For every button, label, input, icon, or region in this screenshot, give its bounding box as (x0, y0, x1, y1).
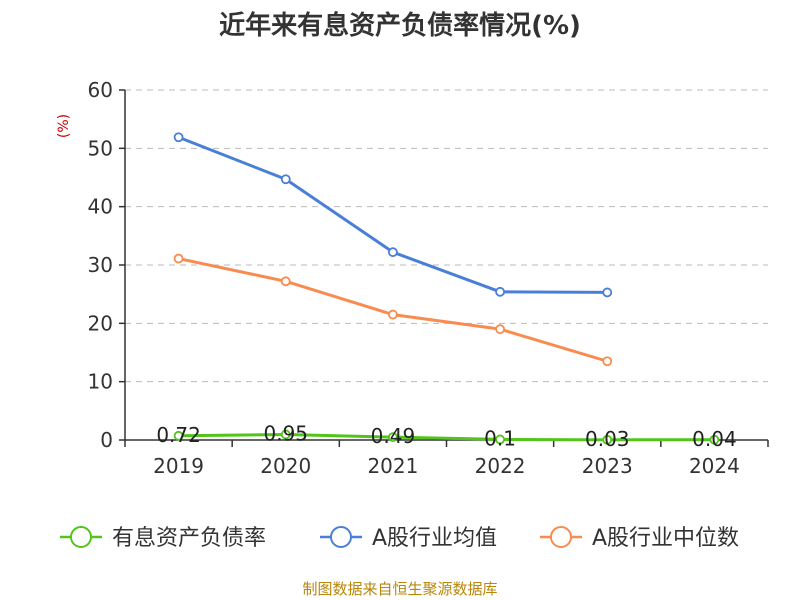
data-point (602, 356, 613, 367)
series-2 (173, 253, 613, 367)
grid-lines (125, 89, 768, 383)
source-note: 制图数据来自恒生聚源数据库 (302, 580, 497, 598)
data-label: 0.1 (484, 426, 516, 450)
y-tick-label: 40 (88, 195, 113, 219)
x-tick-label: 2020 (260, 454, 311, 478)
series-0: 0.72 0.95 0.49 0.1 0.03 0.04 (156, 421, 736, 450)
x-tick-label: 2019 (153, 454, 204, 478)
chart-title: 近年来有息资产负债率情况(%) (219, 10, 581, 41)
data-point (173, 132, 184, 143)
y-tick-label: 30 (88, 253, 113, 277)
y-tick-label: 20 (88, 311, 113, 335)
y-tick-label: 10 (88, 370, 113, 394)
legend: 有息资产负债率 A股行业均值 A股行业中位数 (60, 526, 739, 551)
series-line (178, 432, 715, 442)
x-tick-label: 2023 (582, 454, 633, 478)
legend-marker (70, 526, 92, 548)
y-tick-label: 60 (88, 78, 113, 102)
data-point (709, 434, 720, 445)
x-tick-label: 2021 (367, 454, 418, 478)
series-1 (173, 132, 613, 298)
data-point (280, 429, 291, 440)
legend-label: 有息资产负债率 (112, 526, 266, 551)
series-line (178, 135, 608, 294)
axes: 0 10 20 30 40 50 60 2019 2020 2021 2022 2023 2024 (88, 78, 769, 478)
data-label: 0.95 (263, 421, 308, 445)
legend-item: A股行业均值 (320, 526, 497, 551)
data-label: 0.03 (585, 427, 630, 451)
data-point (173, 430, 184, 441)
legend-item: A股行业中位数 (540, 526, 739, 551)
legend-label: A股行业均值 (372, 526, 497, 551)
y-tick-label: 50 (88, 136, 113, 160)
data-label: 0.49 (371, 424, 416, 448)
y-tick-label: 0 (100, 428, 113, 452)
series-group: 0.72 0.95 0.49 0.1 0.03 0.04 (156, 132, 737, 451)
x-tick-label: 2024 (689, 454, 740, 478)
legend-item: 有息资产负债率 (60, 526, 266, 551)
data-point (495, 286, 505, 297)
data-point (173, 253, 184, 264)
data-point (388, 309, 398, 320)
data-label: 0.04 (692, 427, 737, 451)
data-point (388, 432, 398, 443)
x-tick-label: 2022 (475, 454, 526, 478)
legend-marker (330, 526, 352, 548)
data-point (602, 287, 613, 298)
data-point (495, 324, 505, 335)
data-point (280, 276, 291, 287)
data-point (388, 247, 398, 258)
legend-marker (550, 526, 572, 548)
y-axis-unit: (%) (56, 114, 72, 138)
data-point (602, 434, 613, 445)
data-point (280, 174, 291, 185)
legend-label: A股行业中位数 (592, 526, 739, 551)
data-label: 0.72 (156, 423, 201, 447)
data-point (495, 434, 505, 445)
